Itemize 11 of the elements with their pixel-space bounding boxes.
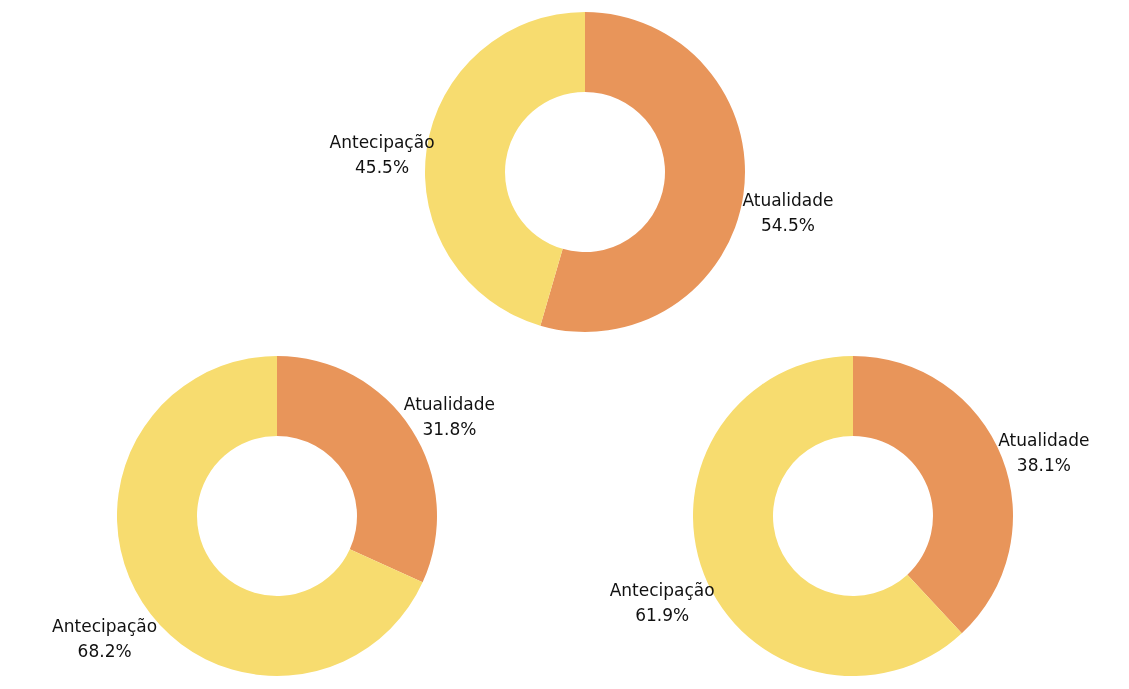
- data-label: 68.2%: [77, 640, 132, 661]
- data-label: 61.9%: [635, 604, 690, 625]
- slice-label: Atualidade: [403, 394, 495, 415]
- data-label: 45.5%: [355, 157, 410, 178]
- data-label: 54.5%: [760, 214, 815, 235]
- data-label: 38.1%: [1016, 455, 1071, 476]
- data-label: 31.8%: [422, 419, 477, 440]
- slice-label: Antecipação: [52, 615, 158, 636]
- slice-label: Atualidade: [998, 430, 1090, 451]
- slice-label: Antecipação: [609, 579, 715, 600]
- slice-label: Atualidade: [742, 189, 834, 210]
